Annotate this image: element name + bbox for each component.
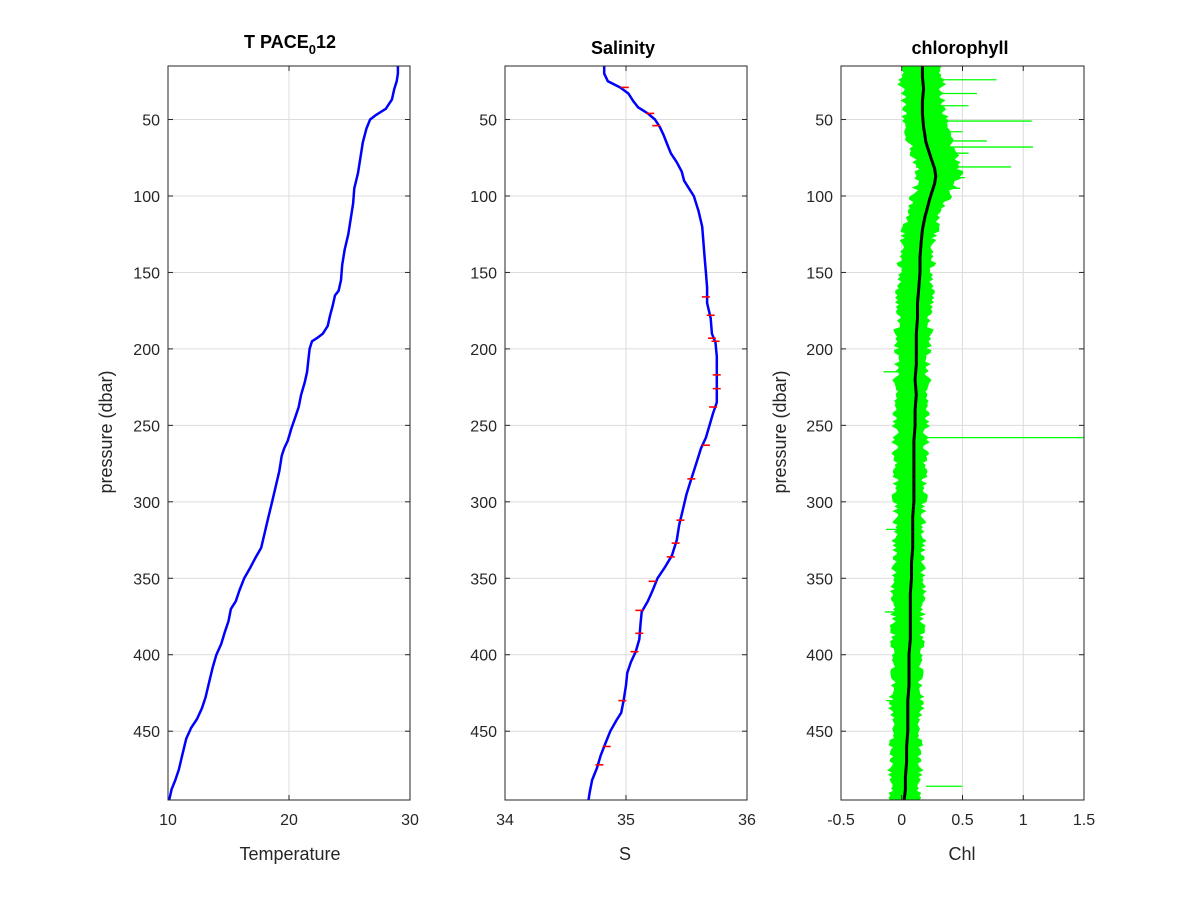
chlorophyll-raw-band xyxy=(887,66,964,800)
chlorophyll-xtick-label: 0.5 xyxy=(951,812,973,829)
chlorophyll-series-line xyxy=(902,66,938,800)
salinity-panel: Salinity S 34 35 36 50 100 150 200 250 300 350 400… xyxy=(470,38,756,864)
salinity-title: Salinity xyxy=(591,38,655,58)
temperature-ytick-label: 400 xyxy=(133,648,160,665)
salinity-ytick-label: 150 xyxy=(470,265,497,282)
salinity-ytick-label: 100 xyxy=(470,189,497,206)
chlorophyll-ytick-label: 300 xyxy=(806,495,833,512)
chlorophyll-ytick-label: 450 xyxy=(806,724,833,741)
chlorophyll-xlabel: Chl xyxy=(948,844,975,864)
temperature-xtick-label: 10 xyxy=(159,812,177,829)
salinity-ytick-label: 200 xyxy=(470,342,497,359)
chlorophyll-title: chlorophyll xyxy=(911,38,1008,58)
salinity-ytick-label: 300 xyxy=(470,495,497,512)
temperature-title: T PACE012 xyxy=(244,32,336,57)
chlorophyll-ytick-label: 50 xyxy=(815,113,833,130)
salinity-ytick-label: 350 xyxy=(470,571,497,588)
chlorophyll-ytick-label: 250 xyxy=(806,418,833,435)
chlorophyll-plot-area xyxy=(883,66,1084,800)
chlorophyll-ytick-label: 350 xyxy=(806,571,833,588)
temperature-ytick-label: 300 xyxy=(133,495,160,512)
temperature-ytick-label: 50 xyxy=(142,113,160,130)
temperature-xtick-label: 30 xyxy=(401,812,419,829)
temperature-series-line xyxy=(168,66,400,800)
chlorophyll-xtick-label: 1 xyxy=(1019,812,1028,829)
salinity-xtick-label: 35 xyxy=(617,812,635,829)
salinity-ytick-label: 250 xyxy=(470,418,497,435)
chlorophyll-ylabel: pressure (dbar) xyxy=(770,370,790,493)
salinity-plot-area xyxy=(587,66,721,800)
temperature-ylabel: pressure (dbar) xyxy=(96,370,116,493)
salinity-xtick-label: 34 xyxy=(496,812,514,829)
chlorophyll-ytick-label: 150 xyxy=(806,265,833,282)
chlorophyll-xtick-label: 1.5 xyxy=(1073,812,1095,829)
temperature-ytick-label: 100 xyxy=(133,189,160,206)
salinity-xtick-label: 36 xyxy=(738,812,756,829)
temperature-plot-area xyxy=(168,66,400,800)
temperature-xlabel: Temperature xyxy=(239,844,340,864)
chlorophyll-panel: chlorophyll Chl pressure (dbar) -0.5 0 0.5… xyxy=(770,38,1095,864)
salinity-ytick-label: 450 xyxy=(470,724,497,741)
chlorophyll-ytick-label: 200 xyxy=(806,342,833,359)
temperature-ytick-label: 350 xyxy=(133,571,160,588)
chlorophyll-xtick-label: 0 xyxy=(897,812,906,829)
temperature-title-suffix: 12 xyxy=(316,32,336,52)
chlorophyll-ytick-label: 400 xyxy=(806,648,833,665)
salinity-ytick-label: 400 xyxy=(470,648,497,665)
temperature-ytick-label: 450 xyxy=(133,724,160,741)
temperature-ytick-label: 250 xyxy=(133,418,160,435)
temperature-xtick-label: 20 xyxy=(280,812,298,829)
salinity-ytick-label: 50 xyxy=(479,113,497,130)
chlorophyll-ytick-label: 100 xyxy=(806,189,833,206)
temperature-ytick-label: 200 xyxy=(133,342,160,359)
temperature-ytick-label: 150 xyxy=(133,265,160,282)
temperature-title-main: T PACE xyxy=(244,32,309,52)
salinity-xlabel: S xyxy=(619,844,631,864)
temperature-title-subscript: 0 xyxy=(309,42,316,57)
temperature-panel: T PACE012 Temperature pressure (dbar) 10… xyxy=(96,32,419,864)
chlorophyll-xtick-label: -0.5 xyxy=(827,812,855,829)
